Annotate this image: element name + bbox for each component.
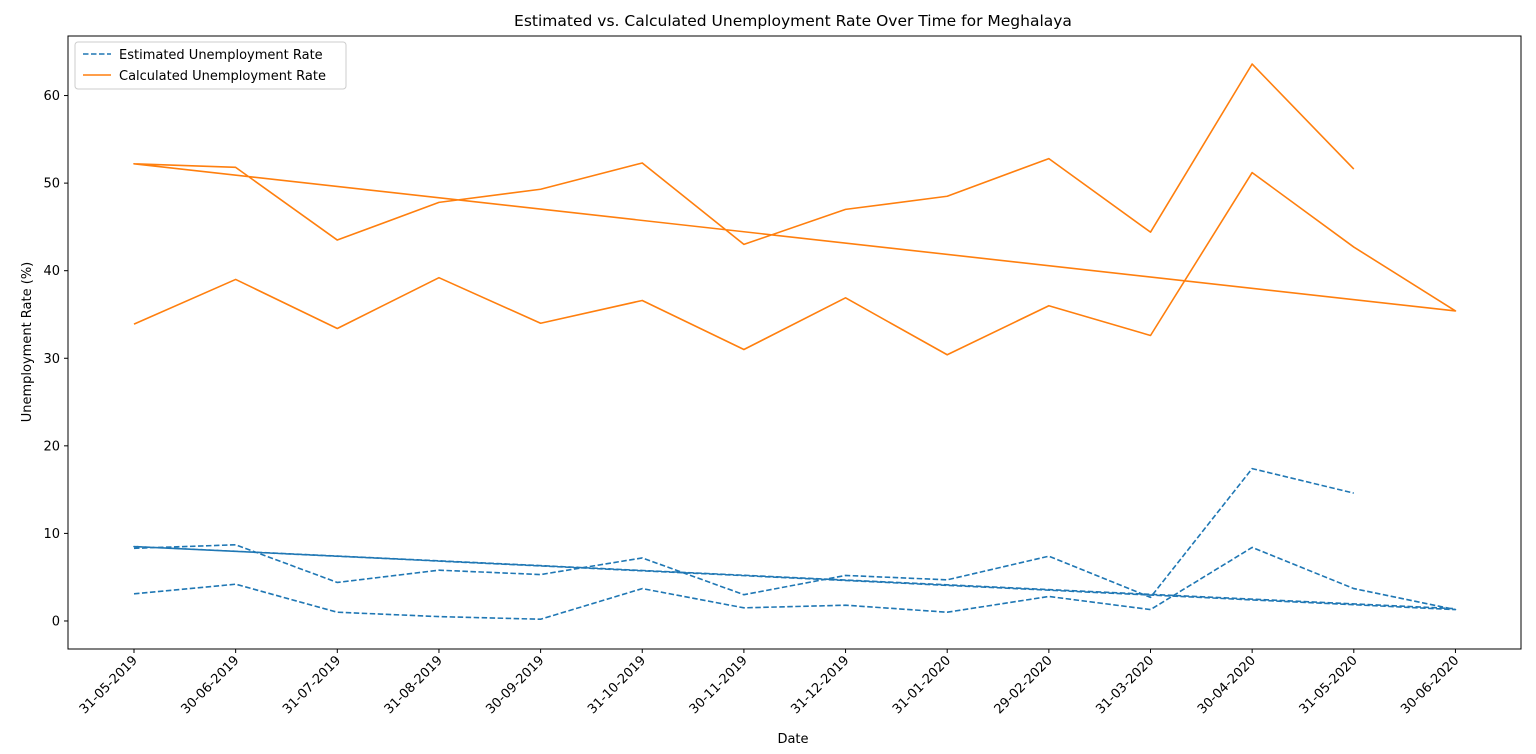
y-tick-label: 50	[43, 177, 60, 192]
y-tick-label: 20	[43, 439, 60, 454]
legend-label-calculated: Calculated Unemployment Rate	[119, 69, 326, 84]
x-tick-label: 29-02-2020	[992, 653, 1056, 717]
x-axis: 31-05-2019 30-06-2019 31-07-2019 31-08-2019…	[77, 649, 1462, 717]
x-tick-label: 31-07-2019	[280, 653, 344, 717]
series-layer	[133, 63, 1457, 621]
x-axis-label: Date	[777, 732, 808, 747]
y-tick-label: 60	[43, 89, 60, 104]
x-tick-label: 31-03-2020	[1093, 653, 1157, 717]
x-tick-label: 31-01-2020	[890, 653, 954, 717]
y-tick-label: 0	[52, 614, 60, 629]
legend-label-estimated: Estimated Unemployment Rate	[119, 48, 323, 63]
y-axis-label: Unemployment Rate (%)	[20, 262, 35, 423]
y-axis: 0 10 20 30 40 50 60	[43, 89, 68, 629]
x-tick-label: 31-08-2019	[382, 653, 446, 717]
legend-box	[74, 41, 347, 90]
x-tick-label: 30-11-2019	[687, 653, 751, 717]
series-line-estimated	[133, 467, 1457, 621]
x-tick-label: 30-09-2019	[483, 653, 547, 717]
x-tick-label: 30-06-2020	[1398, 653, 1462, 717]
x-tick-label: 31-05-2020	[1297, 653, 1361, 717]
x-tick-label: 30-04-2020	[1195, 653, 1259, 717]
x-tick-label: 31-05-2019	[77, 653, 141, 717]
plot-frame	[67, 35, 1522, 650]
legend: Estimated Unemployment Rate Calculated U…	[74, 41, 347, 90]
x-tick-label: 30-06-2019	[178, 653, 242, 717]
y-tick-label: 10	[43, 527, 60, 542]
y-tick-label: 30	[43, 352, 60, 367]
y-tick-label: 40	[43, 264, 60, 279]
x-tick-label: 31-10-2019	[585, 653, 649, 717]
series-line-calculated	[133, 63, 1457, 356]
chart-title: Estimated vs. Calculated Unemployment Ra…	[514, 12, 1072, 30]
x-tick-label: 31-12-2019	[788, 653, 852, 717]
